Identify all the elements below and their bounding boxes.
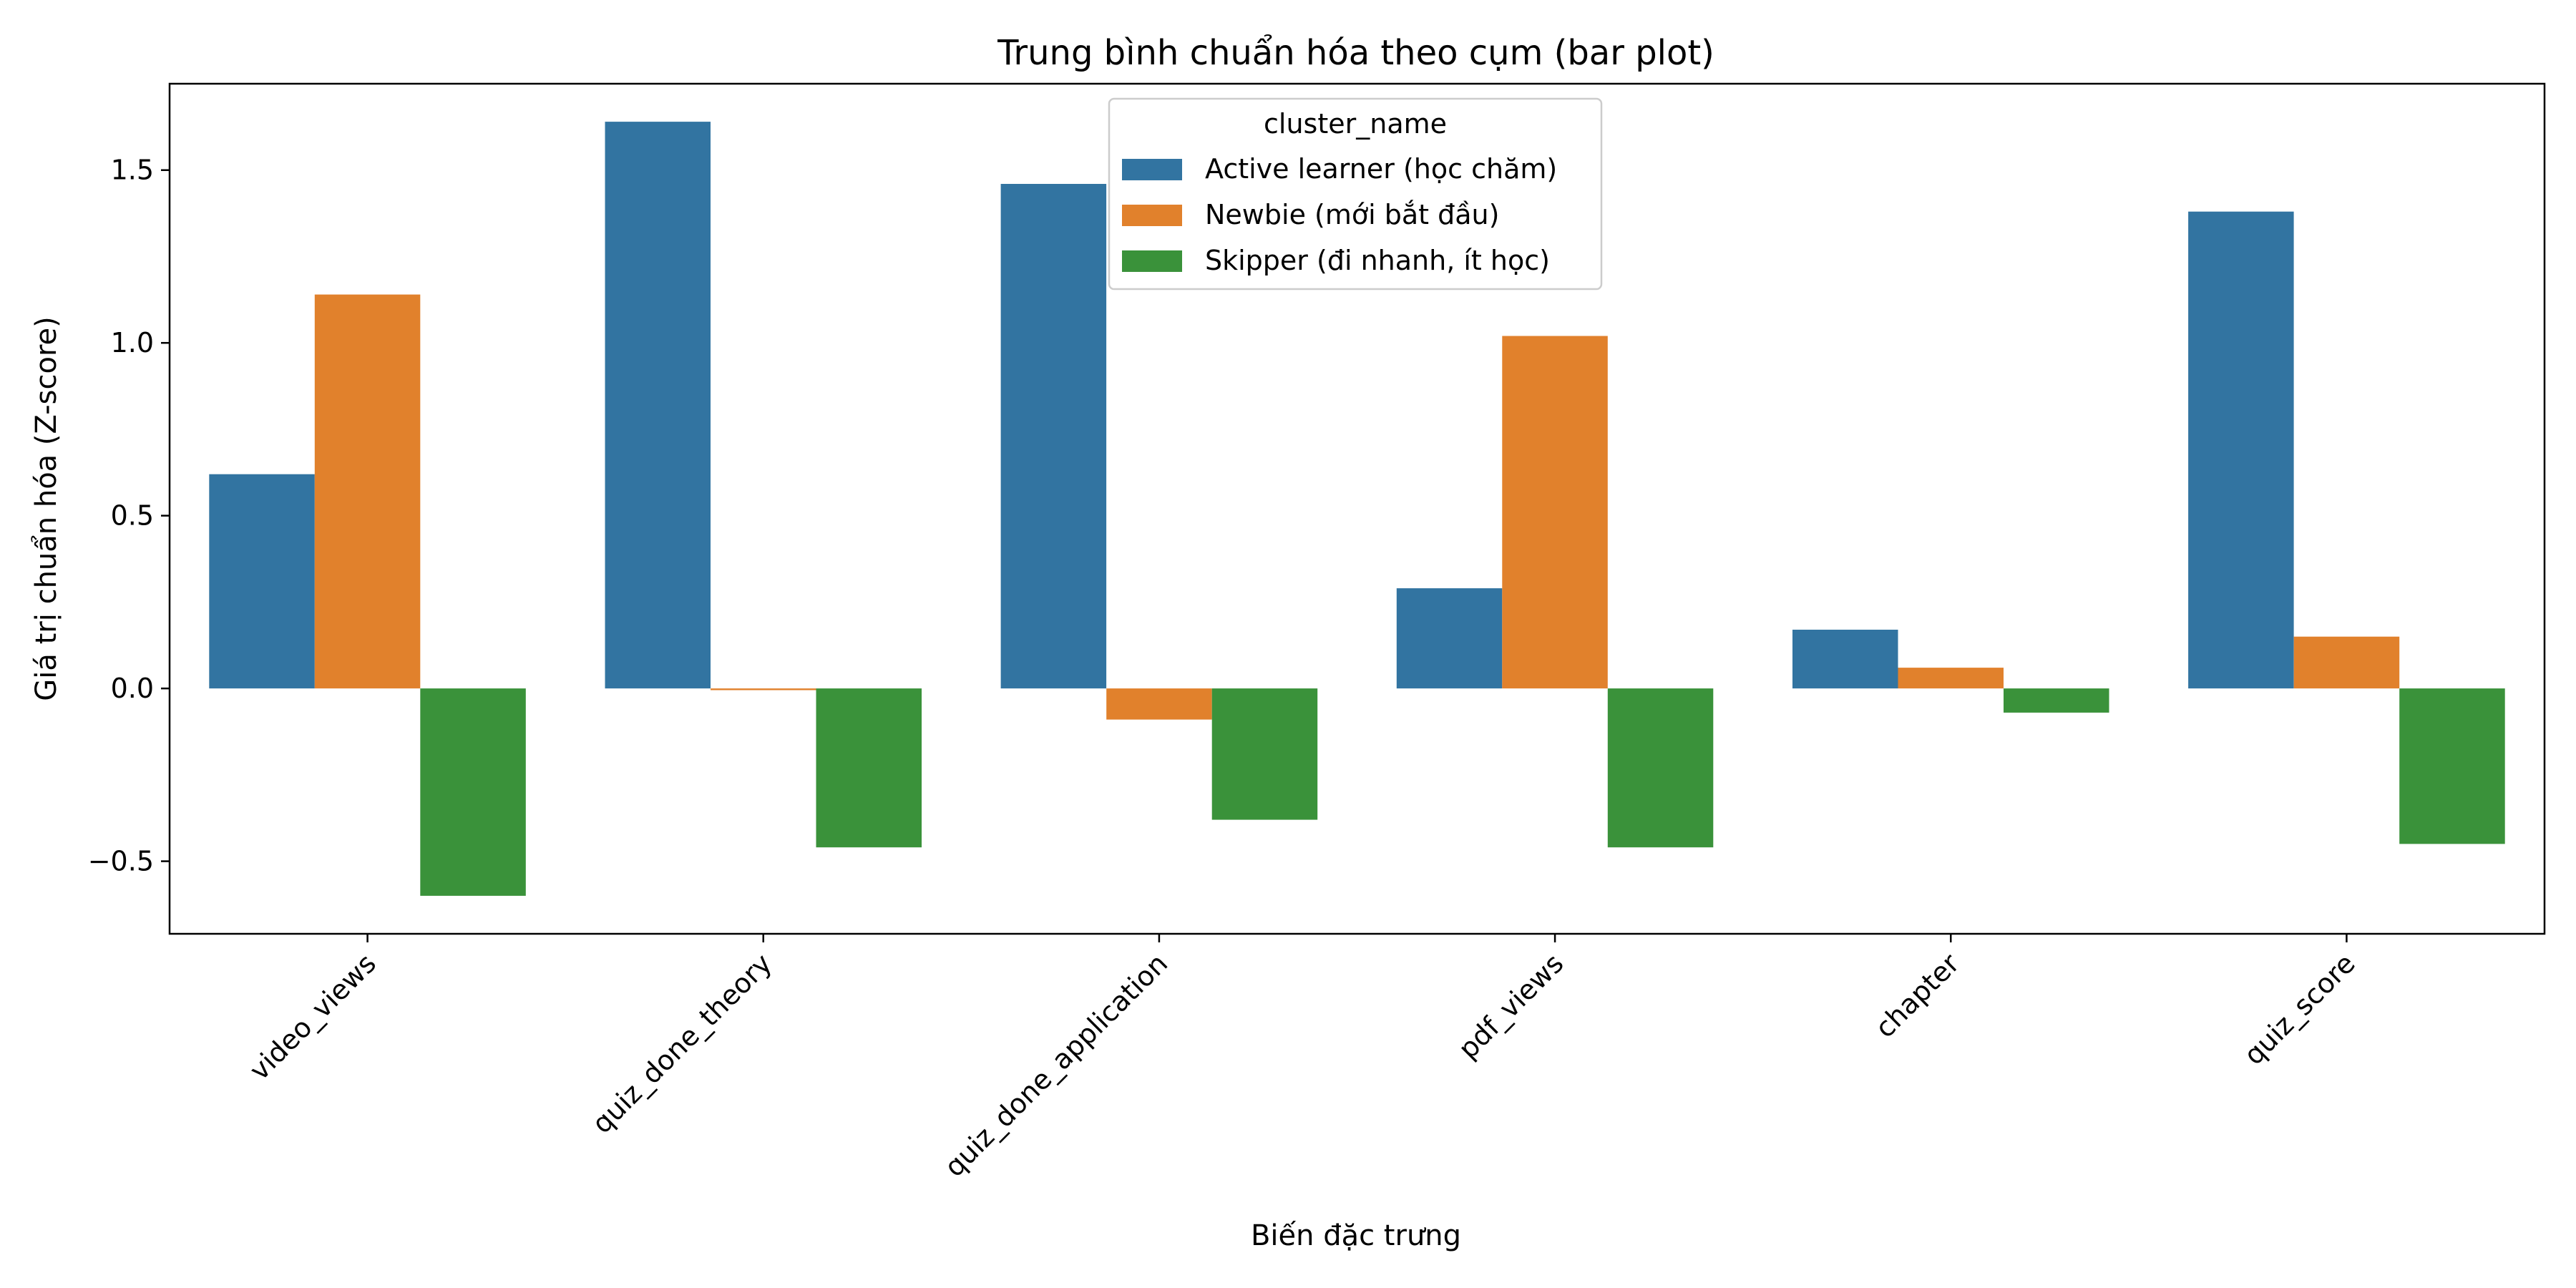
bar-quiz_done_application-series-2 (1211, 688, 1318, 820)
x-tick-label: video_views (243, 947, 382, 1086)
bar-quiz_score-series-2 (2399, 688, 2505, 844)
bar-chapter-series-0 (1792, 630, 1898, 689)
legend-frame (1108, 97, 1603, 291)
y-tick-label: 1.5 (111, 155, 154, 186)
x-tick-label: quiz_done_application (938, 947, 1174, 1183)
bar-quiz_done_theory-series-2 (816, 688, 922, 848)
plot-frame (168, 82, 2546, 935)
bar-quiz_done_application-series-1 (1106, 688, 1212, 720)
chart-title: Trung bình chuẩn hóa theo cụm (bar plot) (997, 33, 1714, 73)
bar-video_views-series-0 (209, 474, 315, 689)
legend-entry-label: Skipper (đi nhanh, ít học) (1205, 245, 1550, 276)
x-tick-label: pdf_views (1452, 947, 1569, 1065)
bar-pdf_views-series-2 (1607, 688, 1714, 848)
bar-quiz_done_theory-series-1 (711, 688, 816, 691)
y-tick-label: −0.5 (88, 846, 154, 877)
y-tick-label: 0.5 (111, 500, 154, 532)
legend-swatch (1122, 205, 1182, 226)
legend-entry-label: Active learner (học chăm) (1205, 153, 1557, 185)
y-tick-label: 0.0 (111, 673, 154, 704)
bar-chapter-series-1 (1898, 668, 2004, 689)
bar-video_views-series-2 (420, 688, 526, 896)
bar-chapter-series-2 (2004, 688, 2109, 713)
x-tick-label: chapter (1869, 947, 1966, 1044)
bars-group (209, 122, 2505, 896)
x-axis: video_views quiz_done_theory quiz_done_app… (243, 934, 2361, 1183)
x-axis-label: Biến đặc trưng (1251, 1219, 1461, 1252)
bar-pdf_views-series-0 (1396, 588, 1503, 689)
y-axis-label: Giá trị chuẩn hóa (Z-score) (30, 316, 63, 701)
x-tick-label: quiz_score (2238, 947, 2361, 1070)
y-tick-label: 1.0 (111, 327, 154, 358)
legend-title: cluster_name (1264, 108, 1447, 140)
y-axis: −0.5 0.0 0.5 1.0 1.5 (88, 155, 170, 877)
x-tick-label: quiz_done_theory (586, 947, 778, 1139)
legend: cluster_name Active learner (học chăm) Ne… (1108, 97, 1603, 291)
bar-quiz_score-series-0 (2188, 211, 2294, 689)
legend-swatch (1122, 250, 1182, 272)
bar-video_views-series-1 (314, 294, 421, 689)
bar-quiz_score-series-1 (2293, 636, 2400, 689)
bar-quiz_done_application-series-0 (1000, 184, 1107, 689)
bar-pdf_views-series-1 (1502, 336, 1608, 689)
legend-entry-label: Newbie (mới bắt đầu) (1205, 199, 1499, 230)
legend-swatch (1122, 159, 1182, 180)
bar-quiz_done_theory-series-0 (605, 122, 711, 689)
